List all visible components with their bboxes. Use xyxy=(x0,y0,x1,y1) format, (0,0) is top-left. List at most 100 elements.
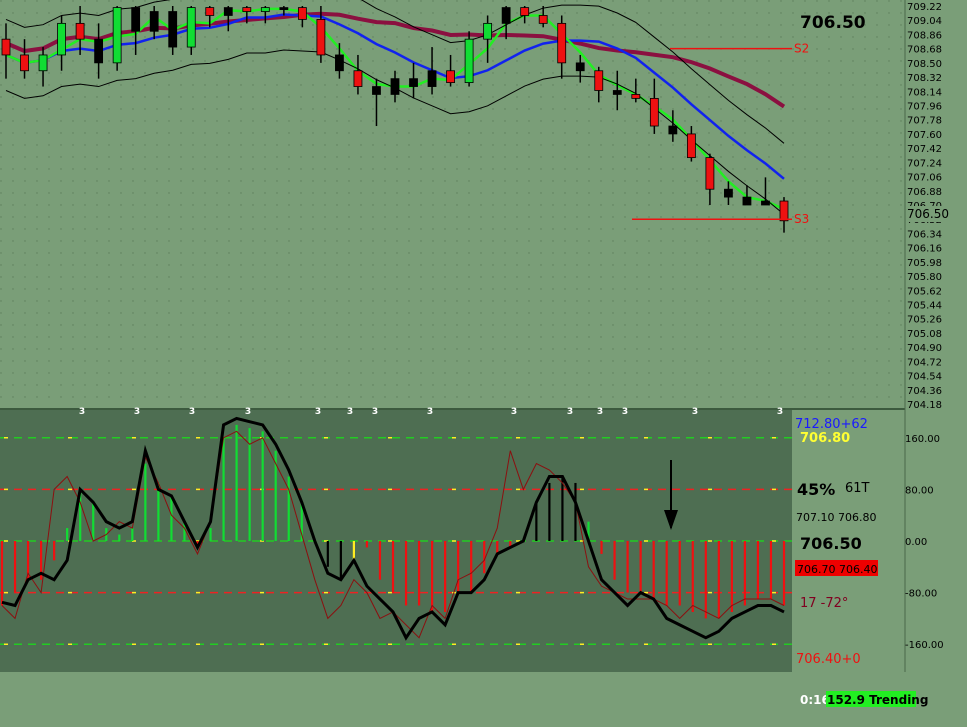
price-tick-label: 708.50 xyxy=(907,59,942,70)
osc-red-box-label: 706.70 706.40 xyxy=(797,563,877,576)
candle-body xyxy=(205,7,215,16)
top-marker: 3 xyxy=(79,407,85,417)
candle xyxy=(686,126,696,162)
candle xyxy=(38,47,48,87)
level-label-s2: S2 xyxy=(794,42,809,56)
price-tick-label: 705.80 xyxy=(907,272,942,283)
price-tick-label: 704.54 xyxy=(907,372,942,383)
osc-main-line xyxy=(1,416,785,641)
price-tick-label: 707.78 xyxy=(907,116,942,127)
candle-body xyxy=(446,70,455,83)
candle xyxy=(761,177,770,206)
price-tick-label: 704.90 xyxy=(907,343,942,354)
candle xyxy=(631,78,641,103)
candle-body xyxy=(94,38,104,64)
osc-red-box xyxy=(795,560,878,576)
candle-body xyxy=(149,11,159,32)
osc-tick-label: 0.00 xyxy=(905,537,927,548)
status-timer: 0:16 xyxy=(800,693,830,707)
candle-body xyxy=(1,38,11,56)
candle-body xyxy=(705,157,715,190)
candle-body xyxy=(649,97,659,127)
top-marker: 3 xyxy=(134,407,140,417)
candle xyxy=(20,39,29,79)
candle-body xyxy=(501,7,511,24)
top-marker: 3 xyxy=(511,407,517,417)
price-tick-label: 705.08 xyxy=(907,329,942,340)
top-marker: 3 xyxy=(692,407,698,417)
price-tick-label: 709.22 xyxy=(907,2,942,13)
candle-body xyxy=(186,7,196,48)
candle xyxy=(520,6,530,24)
candle-body xyxy=(112,7,122,64)
price-tick-label: 706.16 xyxy=(907,244,942,255)
current-price-box xyxy=(906,206,946,222)
candle-body xyxy=(260,7,270,12)
price-tick-label: 707.60 xyxy=(907,130,942,141)
candle-body xyxy=(520,7,530,16)
candle xyxy=(279,6,289,16)
candle-body xyxy=(668,125,678,135)
candle-body xyxy=(427,70,437,87)
candle-body xyxy=(575,62,585,72)
candle-body xyxy=(761,200,770,206)
candle-body xyxy=(594,70,604,91)
osc-ticks-count-label: 61T xyxy=(845,481,870,496)
price-tick-label: 706.88 xyxy=(907,187,942,198)
top-marker: 3 xyxy=(427,407,433,417)
candle xyxy=(94,23,104,79)
candle xyxy=(575,54,585,83)
candle-body xyxy=(335,54,344,72)
candle xyxy=(57,15,66,71)
candle xyxy=(149,6,159,40)
candle xyxy=(705,153,715,205)
candle xyxy=(168,6,178,55)
osc-tick-label: 160.00 xyxy=(905,434,940,445)
candle xyxy=(186,6,196,55)
candle-body xyxy=(686,133,696,159)
candle-body xyxy=(242,7,252,12)
candle xyxy=(353,54,363,95)
price-tick-label: 704.72 xyxy=(907,357,942,368)
price-tick-label: 705.26 xyxy=(907,315,942,326)
top-marker: 3 xyxy=(347,407,353,417)
price-headline: 706.50 xyxy=(800,13,866,33)
price-tick-label: 704.36 xyxy=(907,386,942,397)
candle-body xyxy=(57,22,66,56)
candle-body xyxy=(20,54,29,72)
candle xyxy=(649,78,659,134)
candle-body xyxy=(75,22,85,40)
candle-body xyxy=(742,196,752,206)
osc-range-label: 707.10 706.80 xyxy=(796,511,876,524)
price-tick-label: 704.18 xyxy=(907,400,942,411)
candle xyxy=(316,6,326,63)
price-tick-label: 708.68 xyxy=(907,45,942,56)
candle xyxy=(724,181,733,205)
candle xyxy=(75,6,85,55)
candle xyxy=(557,15,567,79)
osc-tick-label: -80.00 xyxy=(905,589,937,600)
candle xyxy=(242,6,252,24)
candle xyxy=(779,197,789,233)
candle xyxy=(409,62,418,99)
osc-price-label: 706.50 xyxy=(800,534,862,553)
candle xyxy=(464,31,474,87)
status-badge xyxy=(826,691,916,707)
candle xyxy=(742,185,752,206)
candle-body xyxy=(557,22,567,64)
price-tick-label: 708.32 xyxy=(907,73,942,84)
price-tick-label: 708.86 xyxy=(907,30,942,41)
candle xyxy=(390,70,400,103)
osc-top-blue-label: 712.80+62 xyxy=(795,417,868,432)
candle xyxy=(260,6,270,24)
osc-tick-label: 80.00 xyxy=(905,485,934,496)
osc-bottom-label: 706.40+0 xyxy=(796,652,861,667)
candle xyxy=(668,110,678,142)
candle xyxy=(612,70,622,111)
candle xyxy=(223,6,233,32)
candle xyxy=(1,23,11,79)
candle xyxy=(112,6,122,71)
price-tick-label: 707.96 xyxy=(907,102,942,113)
candle xyxy=(131,6,141,55)
